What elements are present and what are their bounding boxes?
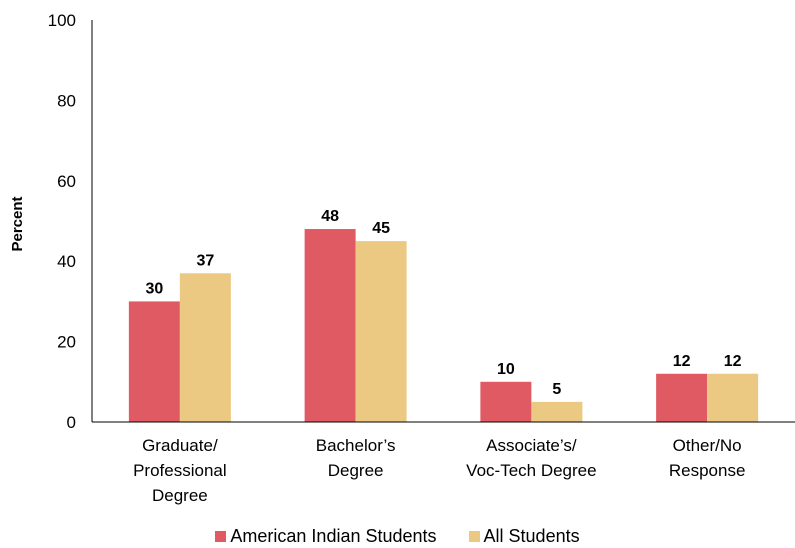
legend-swatch xyxy=(468,531,480,542)
bar xyxy=(656,373,708,422)
y-tick-label: 100 xyxy=(48,11,76,30)
bar xyxy=(480,381,532,422)
legend-swatch xyxy=(215,531,227,542)
bar xyxy=(707,373,759,422)
bar xyxy=(179,273,231,422)
category-label: Bachelor’s Degree xyxy=(316,436,396,480)
data-label: 37 xyxy=(196,252,214,269)
category-label: Graduate/Professional Degree xyxy=(133,436,227,505)
legend-item: All Students xyxy=(468,526,580,547)
bar xyxy=(304,229,356,422)
bar xyxy=(355,241,407,422)
y-tick-label: 0 xyxy=(67,413,76,432)
y-tick-label: 20 xyxy=(57,333,76,352)
data-labels: 30 37 48 45 10 5 12 12 xyxy=(145,208,741,398)
data-label: 12 xyxy=(724,353,742,370)
category-label: Other/No Response xyxy=(669,436,746,480)
bar xyxy=(531,401,583,422)
data-label: 10 xyxy=(497,361,515,378)
data-label: 5 xyxy=(552,381,561,398)
data-label: 30 xyxy=(145,280,163,297)
y-tick-label: 40 xyxy=(57,252,76,271)
y-tick-label: 60 xyxy=(57,172,76,191)
data-label: 12 xyxy=(673,353,691,370)
category-labels: Graduate/Professional Degree Bachelor’s Deg… xyxy=(133,436,745,505)
legend-item: American Indian Students xyxy=(215,526,437,547)
bars xyxy=(128,229,759,422)
y-axis-ticks: 0 20 40 60 80 100 xyxy=(48,11,76,432)
legend-label: All Students xyxy=(483,526,580,546)
y-axis-label: Percent xyxy=(9,196,26,251)
category-label: Associate’s/Voc-Tech Degree xyxy=(466,436,596,480)
y-tick-label: 80 xyxy=(57,91,76,110)
legend-label: American Indian Students xyxy=(230,526,437,546)
data-label: 45 xyxy=(372,220,390,237)
data-label: 48 xyxy=(321,208,339,225)
bar xyxy=(128,301,180,422)
legend: American Indian Students All Students xyxy=(0,526,795,547)
